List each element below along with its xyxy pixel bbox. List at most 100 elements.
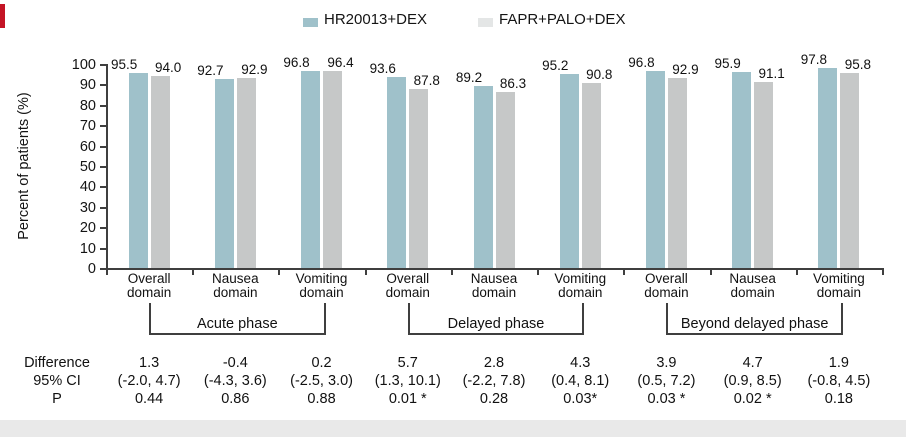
x-tick [278,268,281,275]
y-tick-label: 70 [79,118,96,135]
x-axis-category-line: domain [730,284,775,300]
bar-hr20013-dex [732,72,752,268]
x-axis-category-line: Nausea [212,271,259,286]
bar-value-label-fapr: 90.8 [586,66,613,82]
y-tick-label: 30 [79,199,96,216]
legend-label-hr20013: HR20013+DEX [324,11,427,28]
bar-value-label-hr20013: 97.8 [800,52,828,68]
stats-value: (0.9, 8.5) [723,373,782,389]
bar-hr20013-dex [214,78,234,268]
stats-value: (-4.3, 3.6) [203,373,267,389]
stats-value: 0.44 [134,391,164,407]
phase-bracket-label: Beyond delayed phase [680,316,829,332]
bar-hr20013-dex [645,70,665,268]
legend-swatch-hr20013-icon [303,18,318,27]
x-axis-category-line: domain [816,284,862,300]
x-axis-category-line: domain [213,284,258,300]
x-axis-category-line: Overall [645,271,688,286]
x-tick [882,268,884,275]
bar-value-label-hr20013: 93.6 [369,61,396,77]
x-tick [192,268,195,275]
phase-bracket: Delayed phase [407,303,585,335]
bar-fapr-palo-dex [495,91,515,268]
stats-value: (-2.5, 3.0) [290,373,353,389]
y-tick [100,247,106,250]
phase-bracket: Beyond delayed phase [666,303,843,335]
x-tick [450,268,453,275]
stats-value: 0.28 [479,391,509,407]
bar-value-label-fapr: 92.9 [672,62,699,78]
stats-value: (-2.2, 7.8) [462,373,526,389]
x-axis-category-label: Overall domain [620,272,712,299]
stats-value: 4.3 [570,355,591,371]
y-tick [100,84,106,87]
left-edge-red-mark [0,4,5,28]
bar-value-label-hr20013: 96.8 [283,54,310,70]
bottom-gray-band [0,420,906,437]
bar-fapr-palo-dex [840,72,860,268]
y-tick [100,227,106,230]
y-tick-label: 0 [87,261,96,277]
bar-value-label-fapr: 96.4 [327,55,354,71]
stats-value: 0.03* [563,391,598,407]
stats-value: (0.5, 7.2) [637,373,696,389]
bar-value-label-fapr: 95.8 [844,56,872,72]
x-axis-category-label: Vomiting domain [276,272,368,299]
bar-value-label-fapr: 92.9 [241,62,268,78]
y-tick [100,166,106,168]
x-tick [106,268,108,275]
x-axis-category-line: domain [126,284,172,300]
stats-value: 0.2 [311,355,332,371]
bar-value-label-fapr: 87.8 [413,72,440,88]
x-tick [537,268,540,275]
phase-bracket: Acute phase [149,303,326,335]
bar-hr20013-dex [818,68,838,268]
x-axis-category-label: Nausea domain [189,272,281,299]
bar-value-label-hr20013: 89.2 [455,70,483,86]
stats-value: 1.9 [828,355,849,371]
stats-value: (-2.0, 4.7) [117,373,181,389]
x-tick [709,268,712,275]
bar-hr20013-dex [559,73,579,268]
stats-value: 3.9 [656,355,677,371]
x-tick [795,268,798,275]
x-axis-category-line: domain [385,284,430,300]
y-axis-line [106,64,108,270]
y-tick-label: 40 [79,179,96,196]
x-axis-category-line: Vomiting [812,271,865,286]
y-tick [100,125,106,128]
x-axis-category-label: Vomiting domain [793,272,885,299]
y-tick [100,268,106,270]
stats-value: 4.7 [742,355,763,371]
stats-value: 0.88 [307,391,336,407]
y-tick [100,206,106,209]
phase-bracket-label: Delayed phase [447,316,545,332]
bar-fapr-palo-dex [581,82,601,268]
x-axis-category-line: domain [558,284,603,300]
x-axis-category-label: Vomiting domain [534,272,626,299]
bar-hr20013-dex [387,77,407,268]
x-axis-category-line: domain [644,284,689,300]
x-axis-category-label: Overall domain [103,272,195,299]
bar-hr20013-dex [473,86,493,268]
x-axis-line [106,268,884,270]
legend-swatch-fapr-icon [478,18,493,27]
bar-value-label-fapr: 94.0 [154,60,182,76]
x-axis-category-label: Nausea domain [448,272,540,299]
x-axis-category-line: domain [299,284,344,300]
stats-value: 0.03 * [647,391,686,407]
bar-value-label-hr20013: 92.7 [197,62,224,78]
y-tick-label: 100 [71,57,96,73]
stats-value: 0.18 [824,391,853,407]
x-axis-category-line: Nausea [729,271,776,286]
x-axis-category-line: Overall [386,271,430,286]
bar-hr20013-dex [301,70,321,268]
bar-value-label-fapr: 91.1 [758,66,785,82]
stats-row-label: Difference [24,355,90,371]
stats-value: (1.3, 10.1) [374,373,441,389]
bar-fapr-palo-dex [409,88,429,268]
y-tick [100,186,106,189]
x-axis-category-line: domain [471,284,517,300]
x-axis-category-line: Nausea [470,271,518,286]
bar-value-label-hr20013: 95.2 [542,57,569,73]
